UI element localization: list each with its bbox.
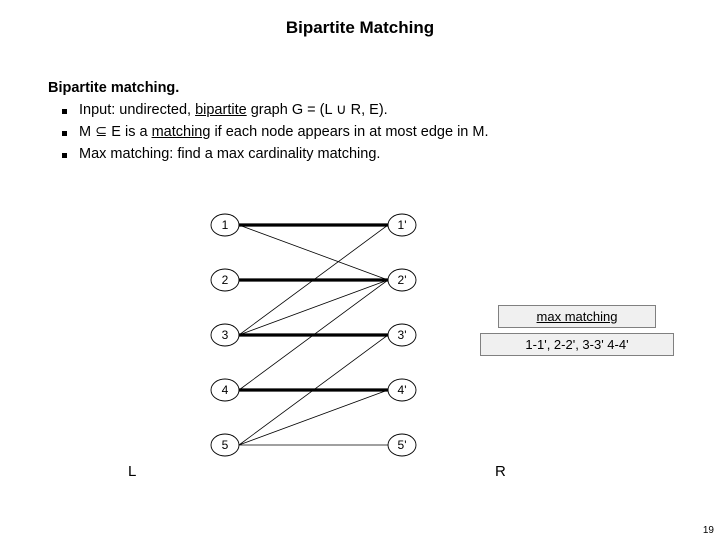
left-node-label: 1 [222,218,229,232]
b1-u: bipartite [195,102,247,118]
right-node-label: 3' [398,328,407,342]
bipartite-graph: 1 2 3 4 5 1' 2' 3' 4' 5' [0,205,720,525]
left-node-label: 4 [222,383,229,397]
graph-edge [239,225,388,280]
b1-post: graph G = (L ∪ R, E). [247,102,388,118]
b2-post: if each node appears in at most edge in … [210,124,488,140]
b2-u: matching [152,124,211,140]
left-node-label: 2 [222,273,229,287]
left-node-label: 3 [222,328,229,342]
left-node-label: 5 [222,438,229,452]
matching-list: 1-1', 2-2', 3-3' 4-4' [525,337,628,352]
page-title: Bipartite Matching [0,0,720,38]
right-set-label: R [495,463,506,480]
graph-svg: 1 2 3 4 5 1' 2' 3' 4' 5' [0,205,720,525]
right-node-label: 1' [398,218,407,232]
b2-pre: M ⊆ E is a [79,124,152,140]
graph-edge [239,390,388,445]
heading: Bipartite matching. [48,80,179,96]
bullet-dot [62,109,67,114]
right-node-label: 2' [398,273,407,287]
graph-edge [239,280,388,335]
matching-list-box: 1-1', 2-2', 3-3' 4-4' [480,333,674,356]
max-matching-label: max matching [537,309,618,324]
left-set-label: L [128,463,136,480]
body-text: Bipartite matching. Input: undirected, b… [48,78,489,165]
bullet-1: Input: undirected, bipartite graph G = (… [48,100,489,121]
right-node-label: 4' [398,383,407,397]
bullet-dot [62,153,67,158]
max-matching-label-box: max matching [498,305,656,328]
bullet-2: M ⊆ E is a matching if each node appears… [48,122,489,143]
bullet-dot [62,131,67,136]
b3: Max matching: find a max cardinality mat… [79,144,380,165]
bullet-3: Max matching: find a max cardinality mat… [48,144,489,165]
b1-pre: Input: undirected, [79,102,195,118]
right-node-label: 5' [398,438,407,452]
page-number: 19 [703,525,714,536]
